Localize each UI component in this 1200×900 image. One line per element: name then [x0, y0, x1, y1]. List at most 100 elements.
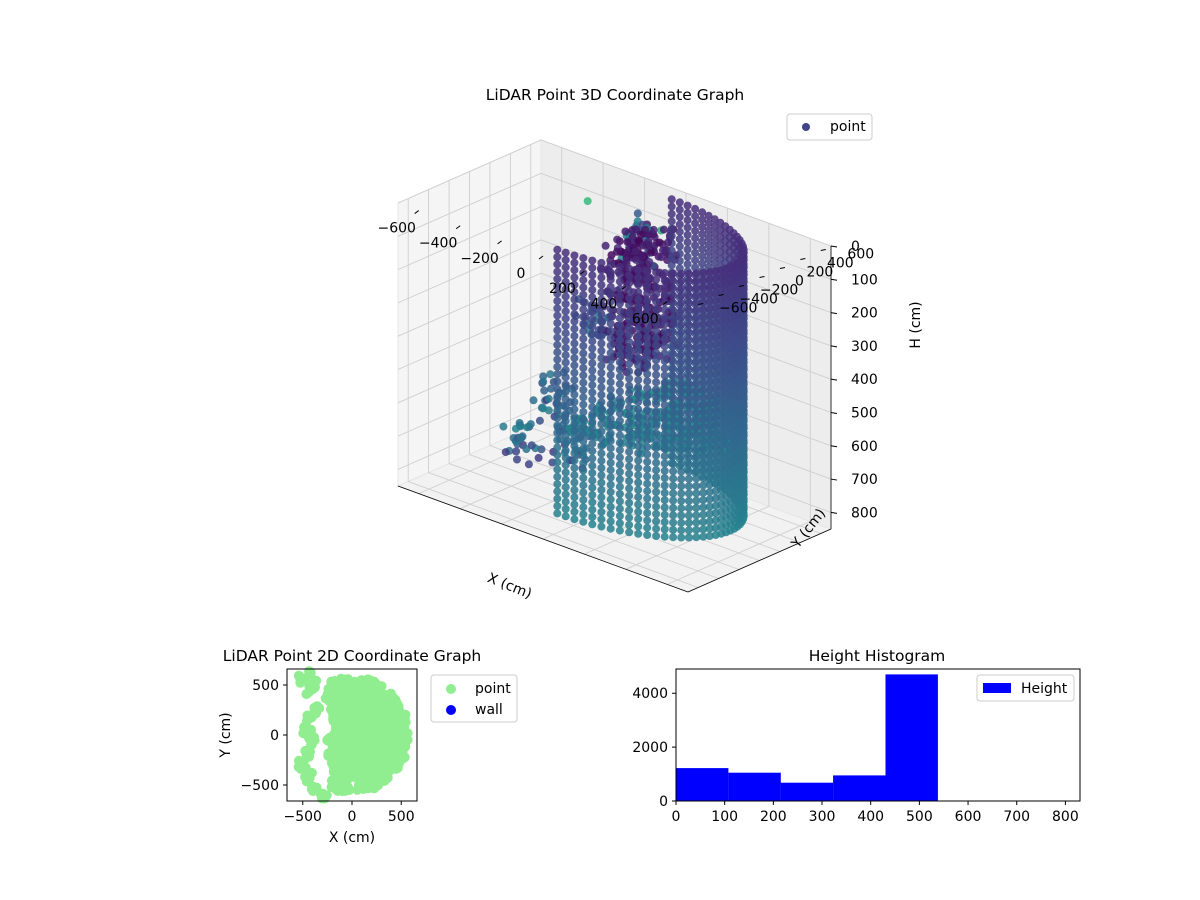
point-3d [553, 340, 562, 349]
point-2d [393, 701, 404, 712]
point-3d [553, 267, 562, 276]
point-3d [669, 438, 678, 446]
point-3d [652, 436, 661, 445]
point-2d [362, 722, 373, 733]
point-3d [705, 304, 714, 313]
point-3d [615, 321, 624, 330]
point-3d [625, 455, 634, 464]
point-3d [588, 498, 597, 507]
y-tick-3d [759, 276, 765, 278]
point-3d [570, 434, 579, 443]
point-2d [386, 693, 397, 704]
z-tick-3d [830, 445, 838, 448]
point-3d [615, 402, 624, 411]
point-3d [699, 393, 708, 402]
point-2d [370, 682, 380, 692]
2d-points [293, 666, 413, 804]
point-3d [615, 482, 624, 491]
point-3d [588, 373, 597, 382]
point-3d [669, 496, 678, 505]
point-3d [669, 423, 678, 432]
point-3d [597, 427, 606, 436]
point-3d [669, 372, 678, 381]
point-3d [579, 422, 588, 431]
point-3d [634, 280, 643, 289]
point-2d [332, 776, 343, 787]
point-3d [677, 277, 686, 286]
z-tick-3d [830, 245, 838, 248]
legend-2d-point-label: point [475, 681, 511, 697]
point-3d [699, 364, 708, 373]
point-2d [385, 753, 395, 764]
point-3d [597, 273, 606, 282]
point-3d [711, 289, 720, 298]
histogram-bar [728, 772, 781, 801]
histogram-bar [885, 674, 938, 801]
point-2d [370, 765, 381, 776]
point-3d [698, 230, 707, 239]
z-tick-3d [830, 511, 838, 514]
point-3d [652, 422, 661, 431]
y-tick-label-hist: 4000 [632, 686, 668, 702]
x-tick-3d [455, 225, 461, 230]
point-3d [705, 414, 714, 423]
point-3d [606, 341, 615, 350]
point-3d [625, 513, 634, 522]
point-3d [692, 298, 701, 307]
point-3d [711, 428, 720, 437]
point-3d [634, 302, 643, 311]
point-3d [588, 278, 597, 287]
point-3d [643, 296, 652, 305]
point-3d [597, 442, 606, 450]
point-3d [553, 377, 562, 386]
point-3d [660, 276, 669, 285]
point-3d [553, 370, 562, 379]
point-3d [705, 532, 714, 540]
point-3d [684, 343, 693, 351]
point-3d [628, 226, 637, 235]
point-3d [691, 219, 700, 228]
point-3d [643, 509, 652, 517]
point-2d [363, 676, 374, 687]
point-2d [340, 704, 351, 715]
point-3d [643, 435, 652, 444]
point-3d [652, 363, 661, 372]
point-3d [659, 246, 667, 255]
point-3d [692, 416, 701, 424]
point-3d [529, 396, 538, 405]
point-3d [561, 395, 570, 404]
point-3d [677, 394, 686, 403]
point-3d [615, 446, 624, 455]
point-3d [684, 357, 693, 366]
point-3d [553, 421, 562, 430]
point-3d [570, 449, 579, 458]
point-3d [643, 523, 652, 532]
point-3d [561, 417, 570, 426]
point-3d [597, 471, 606, 480]
point-3d [553, 472, 562, 481]
point-3d [601, 241, 610, 250]
point-3d [579, 473, 588, 482]
chart-2d-title: LiDAR Point 2D Coordinate Graph [223, 647, 481, 665]
point-3d [652, 407, 661, 416]
point-2d [295, 763, 306, 774]
legend-3d-point-label: point [830, 119, 866, 135]
point-3d [625, 469, 634, 478]
x-tick-3d [621, 285, 627, 290]
y-tick-label-2d: 0 [270, 728, 279, 744]
x-tick-label-hist: 400 [857, 809, 884, 825]
point-3d [660, 335, 669, 343]
point-3d [684, 511, 693, 520]
point-3d [615, 292, 624, 301]
x-tick-3d [497, 240, 502, 245]
point-3d [588, 410, 597, 419]
point-3d [597, 434, 606, 443]
y-axis-label-2d: Y (cm) [218, 712, 234, 758]
point-2d [340, 674, 351, 685]
point-3d [684, 467, 693, 476]
point-3d [684, 284, 693, 293]
z-tick-label-3d: 0 [851, 239, 860, 255]
point-3d [684, 460, 693, 469]
point-3d [705, 297, 714, 306]
